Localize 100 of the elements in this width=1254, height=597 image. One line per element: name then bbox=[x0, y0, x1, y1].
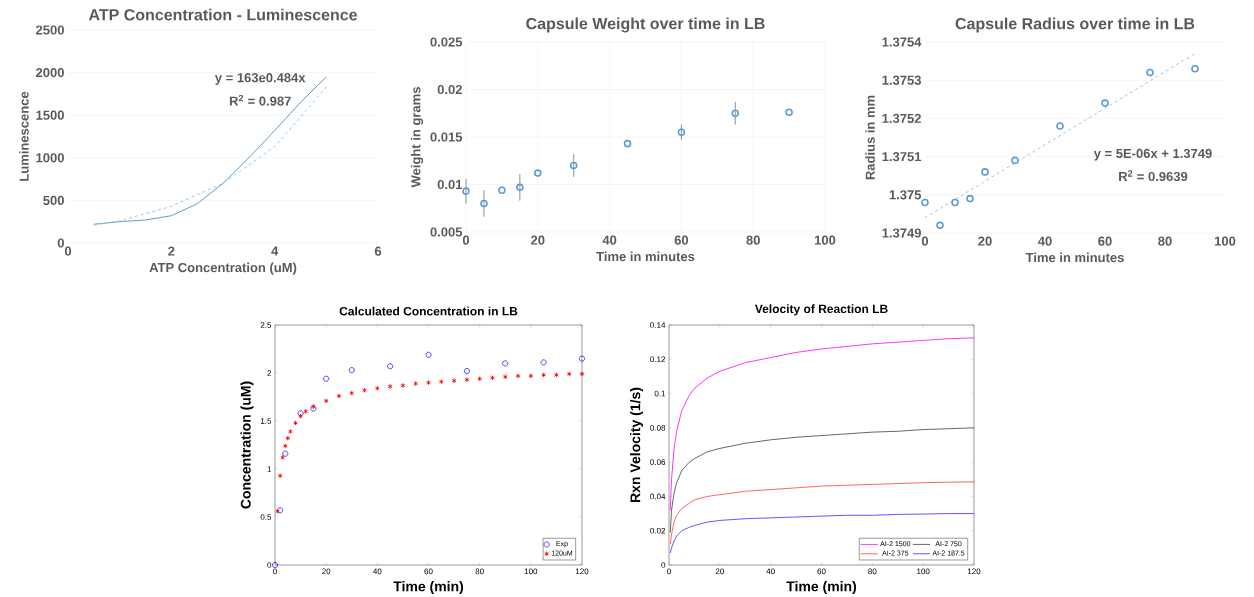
x-tick-label: 100 bbox=[1214, 236, 1236, 246]
chart-title: Capsule Radius over time in LB bbox=[955, 17, 1195, 33]
point bbox=[288, 428, 293, 435]
x-tick-label: 4 bbox=[271, 246, 279, 256]
y-tick-label: 2500 bbox=[36, 25, 64, 35]
point bbox=[285, 435, 291, 441]
y-tick-label: 0.02 bbox=[650, 527, 666, 534]
y-tick-label: 1.3752 bbox=[882, 113, 921, 124]
point bbox=[277, 473, 283, 479]
x-tick-label: 20 bbox=[978, 236, 992, 246]
y-tick-label: 0.12 bbox=[650, 356, 666, 363]
x-tick-label: 60 bbox=[674, 235, 689, 245]
x-tick-label: 100 bbox=[917, 568, 930, 575]
point bbox=[966, 194, 974, 203]
point bbox=[534, 169, 542, 177]
x-axis-title: Time (min) bbox=[393, 581, 464, 595]
point bbox=[348, 367, 355, 374]
y-tick-label: 2000 bbox=[36, 68, 64, 78]
point bbox=[323, 398, 329, 404]
x-tick-label: 80 bbox=[868, 568, 877, 575]
point bbox=[490, 375, 495, 381]
x-tick-label: 40 bbox=[373, 568, 382, 575]
point bbox=[480, 199, 488, 208]
point bbox=[1191, 64, 1199, 73]
point bbox=[554, 372, 559, 378]
y-tick-label: 0.5 bbox=[260, 514, 272, 520]
x-tick-label: 80 bbox=[746, 235, 760, 245]
y-axis-title: Rxn Velocity (1/s) bbox=[629, 387, 644, 503]
point bbox=[374, 385, 380, 392]
point bbox=[387, 383, 393, 390]
x-tick-label: 40 bbox=[602, 235, 617, 245]
point bbox=[569, 161, 578, 170]
point bbox=[425, 351, 432, 358]
annotation: y = 5E-06x + 1.3749 bbox=[1093, 148, 1212, 161]
annotation: y = 163e0.484x bbox=[214, 73, 306, 85]
y-tick-label: 0.08 bbox=[650, 425, 666, 431]
point bbox=[400, 382, 406, 389]
y-tick-label: 0.025 bbox=[430, 37, 463, 47]
x-tick-label: 60 bbox=[424, 568, 433, 575]
x-axis-title: Time (min) bbox=[786, 581, 857, 595]
point bbox=[464, 377, 470, 383]
chart-title: Velocity of Reaction LB bbox=[754, 304, 888, 316]
x-axis-title: Time in minutes bbox=[1025, 252, 1124, 263]
y-tick-label: 1 bbox=[267, 466, 272, 472]
point bbox=[981, 168, 989, 176]
x-tick-label: 0 bbox=[462, 235, 470, 245]
point bbox=[282, 450, 289, 457]
y-tick-label: 1.3751 bbox=[882, 151, 922, 162]
y-tick-label: 0.04 bbox=[650, 493, 666, 500]
chart-title: ATP Concentration - Luminescence bbox=[88, 8, 357, 21]
x-tick-label: 120 bbox=[967, 568, 981, 575]
point bbox=[951, 198, 959, 207]
point bbox=[272, 562, 278, 568]
point bbox=[463, 368, 470, 375]
y-tick-label: 0 bbox=[267, 562, 272, 568]
point bbox=[516, 183, 524, 192]
x-tick-label: 80 bbox=[1158, 236, 1172, 246]
x-tick-label: 120 bbox=[575, 568, 589, 575]
y-tick-label: 1.3749 bbox=[882, 228, 921, 238]
point bbox=[936, 221, 944, 230]
chart-title: Capsule Weight over time in LB bbox=[526, 17, 765, 33]
y-axis-title: Radius in mm bbox=[865, 95, 875, 180]
y-tick-label: 0 bbox=[661, 562, 666, 568]
point bbox=[515, 373, 521, 379]
point bbox=[462, 187, 470, 195]
point bbox=[579, 371, 585, 377]
point bbox=[282, 443, 288, 449]
x-axis-title: ATP Concentration (uM) bbox=[149, 262, 297, 275]
y-tick-label: 0.01 bbox=[437, 179, 463, 190]
x-tick-label: 40 bbox=[766, 568, 775, 575]
y-tick-label: 1.375 bbox=[889, 190, 922, 200]
point bbox=[349, 390, 355, 396]
point bbox=[528, 373, 534, 379]
point bbox=[1011, 156, 1019, 165]
y-tick-label: 0.1 bbox=[654, 390, 666, 397]
point bbox=[579, 355, 585, 362]
point bbox=[277, 507, 284, 514]
y-tick-label: 1.5 bbox=[260, 418, 272, 424]
y-tick-label: 2 bbox=[267, 370, 272, 376]
x-tick-label: 2 bbox=[168, 246, 175, 256]
point bbox=[566, 371, 572, 377]
annotation: R$^{2}$ = 0.9639 bbox=[1119, 170, 1188, 182]
point bbox=[426, 379, 431, 386]
point bbox=[540, 359, 547, 366]
point bbox=[541, 372, 546, 378]
x-tick-label: 40 bbox=[1037, 236, 1052, 246]
point bbox=[336, 393, 342, 399]
y-axis-title: Luminescence bbox=[19, 91, 29, 181]
y-tick-label: 0.005 bbox=[430, 227, 463, 237]
x-tick-label: 0 bbox=[273, 568, 277, 575]
chart-title: Calculated Concentration in LB bbox=[339, 306, 518, 316]
y-tick-label: 1000 bbox=[36, 153, 64, 163]
x-tick-label: 60 bbox=[1098, 236, 1112, 246]
y-tick-label: 1.3753 bbox=[882, 75, 921, 85]
x-tick-label: 20 bbox=[531, 235, 545, 245]
x-tick-label: 20 bbox=[322, 568, 331, 575]
y-axis-title: Weight in grams bbox=[410, 87, 424, 188]
y-tick-label: 0.015 bbox=[430, 132, 463, 142]
point bbox=[275, 508, 280, 514]
y-tick-label: 0.14 bbox=[650, 322, 666, 328]
